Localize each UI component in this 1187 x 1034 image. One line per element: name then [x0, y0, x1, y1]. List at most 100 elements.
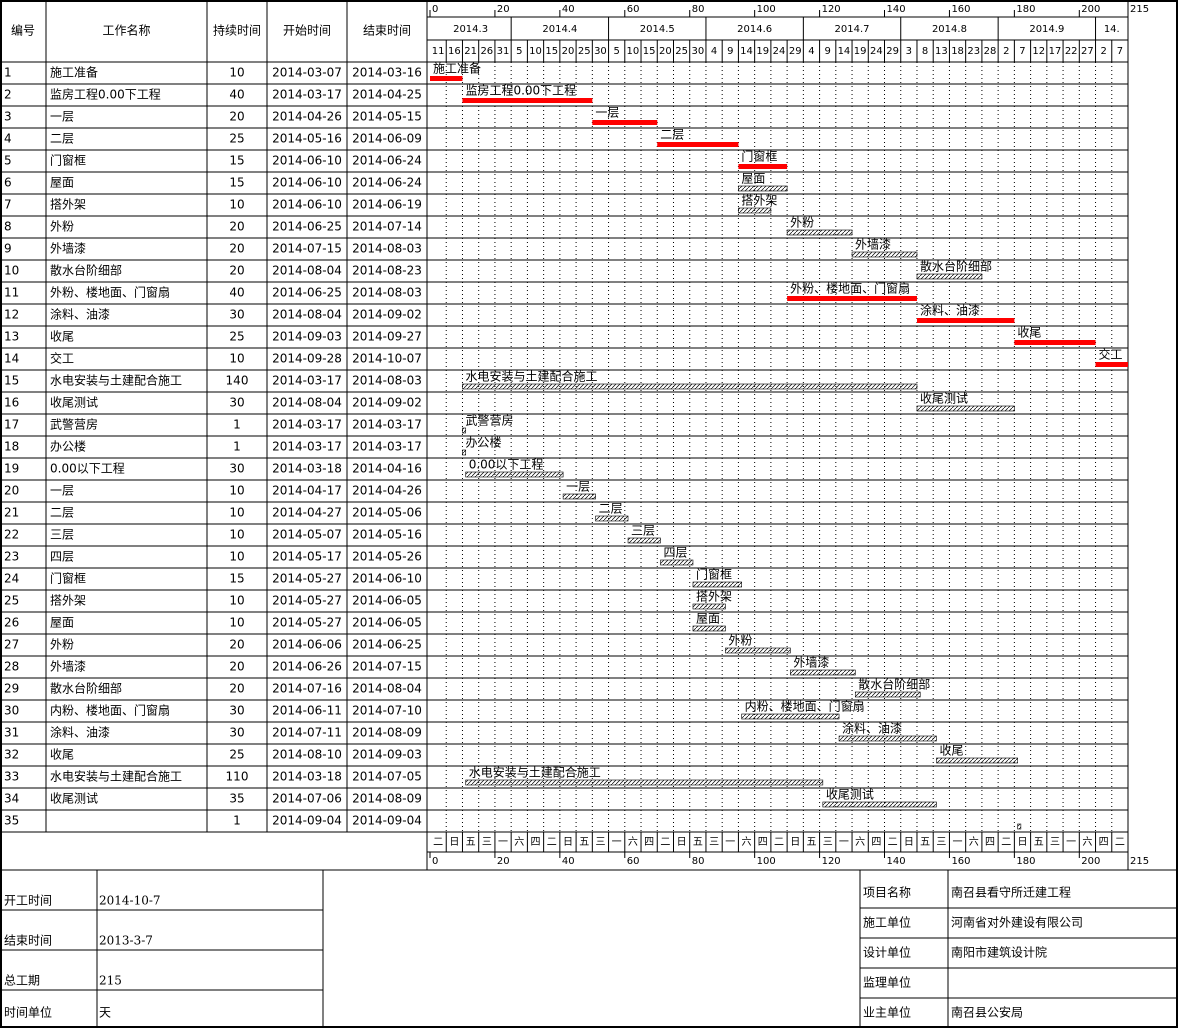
- x-tick-label: 160: [951, 856, 970, 867]
- x-tick-label: 160: [951, 4, 970, 15]
- x-tick-label: 60: [627, 4, 640, 15]
- bar-label: 屋面: [696, 612, 720, 626]
- task-start: 2014-03-17: [272, 418, 342, 432]
- weekday-label: 五: [466, 837, 476, 848]
- day-label: 8: [922, 46, 928, 57]
- task-id: 30: [4, 704, 19, 718]
- task-duration: 30: [229, 726, 244, 740]
- task-name: 三层: [50, 528, 74, 542]
- weekday-label: 六: [855, 836, 865, 848]
- day-label: 20: [659, 46, 672, 57]
- task-name: 涂料、油漆: [50, 725, 110, 740]
- weekday-label: 二: [1001, 837, 1011, 848]
- day-label: 3: [906, 46, 912, 57]
- task-start: 2014-03-17: [272, 440, 342, 454]
- task-duration: 15: [229, 572, 244, 586]
- task-duration: 1: [233, 814, 241, 828]
- task-end: 2014-04-26: [352, 484, 422, 498]
- task-start: 2014-06-25: [272, 220, 342, 234]
- task-name: 外墙漆: [50, 660, 86, 674]
- bar-label: 收尾: [1017, 326, 1041, 340]
- task-duration: 15: [229, 154, 244, 168]
- task-end: 2014-03-17: [352, 418, 422, 432]
- task-bar: [738, 207, 772, 214]
- task-start: 2014-04-17: [272, 484, 342, 498]
- task-name: 收尾: [50, 748, 74, 762]
- task-name: 内粉、楼地面、门窗扇: [50, 703, 170, 718]
- task-id: 19: [4, 462, 19, 476]
- weekday-label: 三: [595, 837, 605, 848]
- task-name: 收尾测试: [50, 395, 98, 410]
- weekday-label: 日: [790, 837, 800, 848]
- task-bar: [916, 273, 983, 280]
- day-label: 16: [448, 46, 461, 57]
- task-duration: 15: [229, 176, 244, 190]
- bar-label: 搭外架: [696, 590, 732, 604]
- critical-bar: [430, 76, 463, 81]
- bar-label: 二层: [599, 502, 623, 516]
- task-end: 2014-06-09: [352, 132, 422, 146]
- day-label: 31: [497, 46, 510, 57]
- task-name: 武警营房: [50, 417, 98, 432]
- task-id: 3: [4, 110, 12, 124]
- x-tick-label: 140: [887, 4, 906, 15]
- task-start: 2014-03-07: [272, 66, 342, 80]
- month-label: 2014.6: [737, 24, 772, 35]
- task-duration: 10: [229, 66, 244, 80]
- task-end: 2014-10-07: [352, 352, 422, 366]
- bar-label: 内粉、楼地面、门窗扇: [745, 699, 865, 714]
- day-label: 24: [870, 46, 883, 57]
- task-start: 2014-05-27: [272, 594, 342, 608]
- task-end: 2014-08-04: [352, 682, 422, 696]
- weekday-label: 二: [660, 837, 670, 848]
- task-id: 20: [4, 484, 19, 498]
- bar-label: 0.00以下工程: [469, 457, 544, 472]
- task-start: 2014-06-06: [272, 638, 342, 652]
- task-end: 2014-05-06: [352, 506, 422, 520]
- task-duration: 10: [229, 528, 244, 542]
- task-name: 屋面: [50, 616, 74, 630]
- footer-label: 项目名称: [863, 885, 911, 900]
- task-duration: 20: [229, 242, 244, 256]
- weekday-label: 三: [482, 837, 492, 848]
- critical-bar: [462, 98, 593, 103]
- day-label: 9: [825, 46, 831, 57]
- task-bar: [660, 559, 694, 566]
- task-id: 8: [4, 220, 12, 234]
- task-end: 2014-06-05: [352, 594, 422, 608]
- task-duration: 30: [229, 704, 244, 718]
- x-tick-label: 180: [1016, 4, 1035, 15]
- task-end: 2014-09-03: [352, 748, 422, 762]
- day-label: 7: [1117, 46, 1123, 57]
- task-duration: 140: [226, 374, 249, 388]
- day-label: 25: [578, 46, 591, 57]
- bar-label: 散水台阶细部: [858, 677, 930, 692]
- critical-bar: [657, 142, 739, 147]
- task-id: 11: [4, 286, 19, 300]
- weekday-label: 六: [1082, 836, 1092, 848]
- task-name: 外墙漆: [50, 242, 86, 256]
- task-start: 2014-03-17: [272, 374, 342, 388]
- task-id: 16: [4, 396, 19, 410]
- footer-label: 设计单位: [863, 945, 911, 960]
- weekday-label: 六: [969, 836, 979, 848]
- column-header: 编号: [11, 23, 35, 38]
- day-label: 2: [1100, 46, 1106, 57]
- weekday-label: 五: [579, 837, 589, 848]
- month-label: 2014.9: [1029, 24, 1064, 35]
- task-duration: 30: [229, 308, 244, 322]
- task-start: 2014-04-27: [272, 506, 342, 520]
- task-duration: 30: [229, 396, 244, 410]
- month-label: 2014.3: [453, 24, 488, 35]
- task-start: 2014-03-18: [272, 462, 342, 476]
- day-label: 25: [675, 46, 688, 57]
- task-id: 27: [4, 638, 19, 652]
- critical-bar: [1095, 362, 1128, 367]
- bar-label: 施工准备: [433, 62, 481, 76]
- weekday-label: 二: [1115, 837, 1125, 848]
- task-duration: 10: [229, 198, 244, 212]
- critical-bar: [738, 164, 788, 169]
- task-id: 14: [4, 352, 19, 366]
- month-label: 2014.5: [640, 24, 675, 35]
